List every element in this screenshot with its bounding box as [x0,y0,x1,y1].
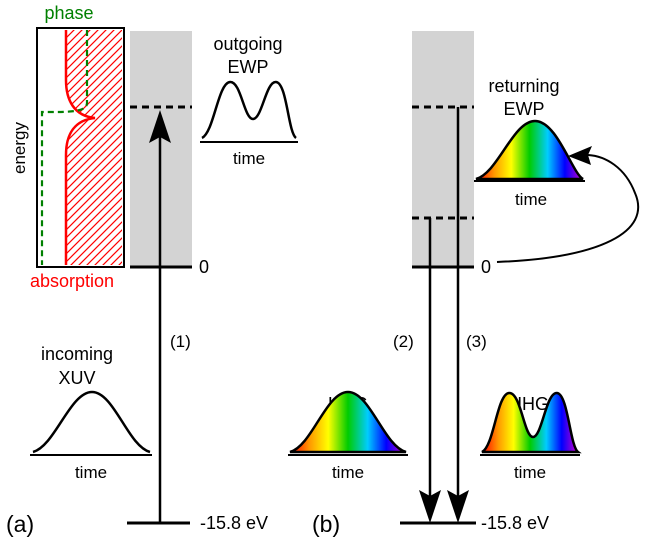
incoming-label-line2: XUV [58,368,95,388]
absorption-label: absorption [30,271,114,291]
panel-label-a: (a) [6,511,34,537]
hhg-right-pulse-fill [481,391,582,454]
returning-pulse-fill [475,119,584,181]
phase-curve [40,30,89,265]
recombination-arrowhead-2 [419,490,441,523]
outgoing-time-label: time [233,149,265,168]
transition-label-2: (2) [393,332,414,351]
panel-a: phase energy absorption 0 -15.8 eV (1) o… [6,3,298,537]
returning-label-line1: returning [488,76,559,96]
hhg-left-time-label: time [332,463,364,482]
inset-plot: phase energy absorption [10,3,125,291]
recombination-arrowhead-3 [447,490,469,523]
outgoing-label-line1: outgoing [213,34,282,54]
transition-label-1: (1) [170,332,191,351]
panel-label-b: (b) [312,511,340,537]
outgoing-label-line2: EWP [227,57,268,77]
ground-label-a: -15.8 eV [200,513,268,533]
returning-label-line2: EWP [503,99,544,119]
outgoing-ewp: outgoing EWP time [200,34,298,168]
hhg-double: HHG time [480,391,582,482]
ground-label-b: -15.8 eV [481,513,549,533]
phase-label: phase [44,3,93,23]
transition-label-3: (3) [466,332,487,351]
absorption-fill [66,30,122,265]
return-path-arrowhead [568,146,592,165]
threshold-label-b: 0 [481,257,491,277]
threshold-label-a: 0 [199,257,209,277]
hhg-single: HHG time [288,390,408,482]
incoming-pulse-curve [32,390,151,454]
incoming-xuv: incoming XUV time [30,344,152,482]
excitation-arrowhead [149,110,171,143]
incoming-time-label: time [75,463,107,482]
returning-ewp: returning EWP time [474,76,640,263]
energy-label: energy [10,122,29,174]
continuum-region-b [412,31,474,267]
return-path-curve [496,154,640,263]
absorption-curve [64,30,96,265]
panel-b: 0 -15.8 eV (2) (3) returning EWP time HH… [288,31,640,537]
incoming-label-line1: incoming [41,344,113,364]
outgoing-pulse-curve [201,80,298,140]
hhg-left-pulse-fill [289,390,407,454]
hhg-right-time-label: time [514,463,546,482]
returning-time-label: time [515,190,547,209]
